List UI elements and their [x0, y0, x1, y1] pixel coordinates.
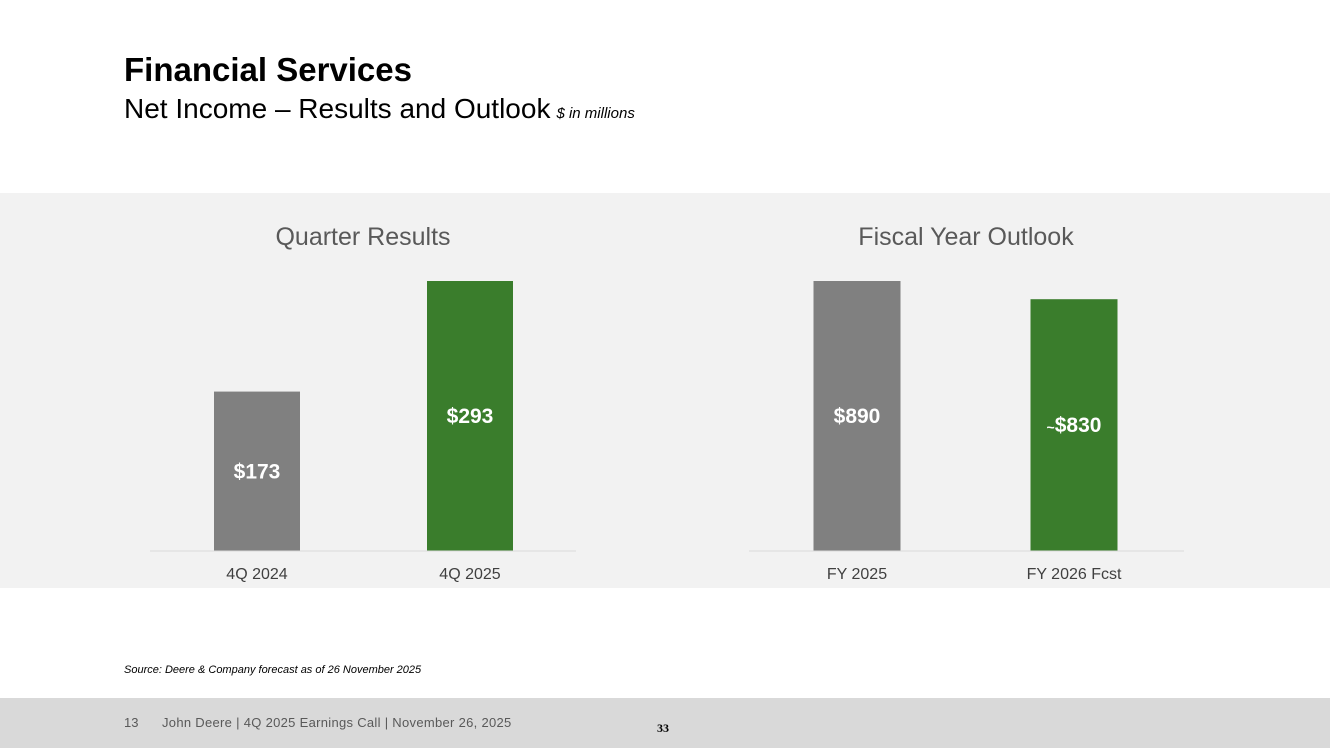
charts-svg: Quarter Results $173 $293 4Q 2024 4Q 202… [150, 223, 1184, 583]
tick-label-4q-2024: 4Q 2024 [226, 566, 287, 583]
data-label-4q-2024: $173 [234, 460, 281, 483]
chart-title-fiscal-year: Fiscal Year Outlook [858, 223, 1074, 251]
chart-fiscal-year-outlook: Fiscal Year Outlook $890 ~$830 FY 2025 F… [749, 223, 1184, 583]
bar-4q-2025 [427, 281, 513, 551]
page-title: Financial Services [124, 51, 412, 88]
footer-text: John Deere | 4Q 2025 Earnings Call | Nov… [162, 715, 512, 730]
bar-4q-2024 [214, 391, 300, 551]
bar-fy-2025 [813, 281, 901, 551]
data-label-fy-2026-fcst: ~$830 [1047, 414, 1102, 437]
chart-title-quarter: Quarter Results [275, 223, 450, 251]
footer-bar [0, 698, 1330, 748]
data-label-4q-2025: $293 [447, 405, 494, 428]
bar-fy-2026-fcst [1030, 299, 1118, 551]
label-value: $830 [1055, 414, 1102, 437]
chart-panel: Quarter Results $173 $293 4Q 2024 4Q 202… [0, 193, 1330, 588]
tick-label-fy-2026-fcst: FY 2026 Fcst [1027, 566, 1122, 583]
label-value: $293 [447, 405, 494, 428]
tick-label-fy-2025: FY 2025 [827, 566, 887, 583]
slide-number: 33 [657, 721, 669, 735]
data-label-fy-2025: $890 [834, 405, 881, 428]
label-prefix: ~ [1047, 419, 1055, 435]
label-value: $173 [234, 460, 281, 483]
subtitle-text: Net Income – Results and Outlook [124, 93, 551, 124]
footer-page-number: 13 [124, 715, 139, 730]
chart-quarter-results: Quarter Results $173 $293 4Q 2024 4Q 202… [150, 223, 576, 583]
page-subtitle: Net Income – Results and Outlook $ in mil… [124, 92, 635, 131]
label-value: $890 [834, 405, 881, 428]
source-note: Source: Deere & Company forecast as of 2… [124, 664, 422, 676]
tick-label-4q-2025: 4Q 2025 [439, 566, 500, 583]
units-note: $ in millions [556, 105, 635, 122]
